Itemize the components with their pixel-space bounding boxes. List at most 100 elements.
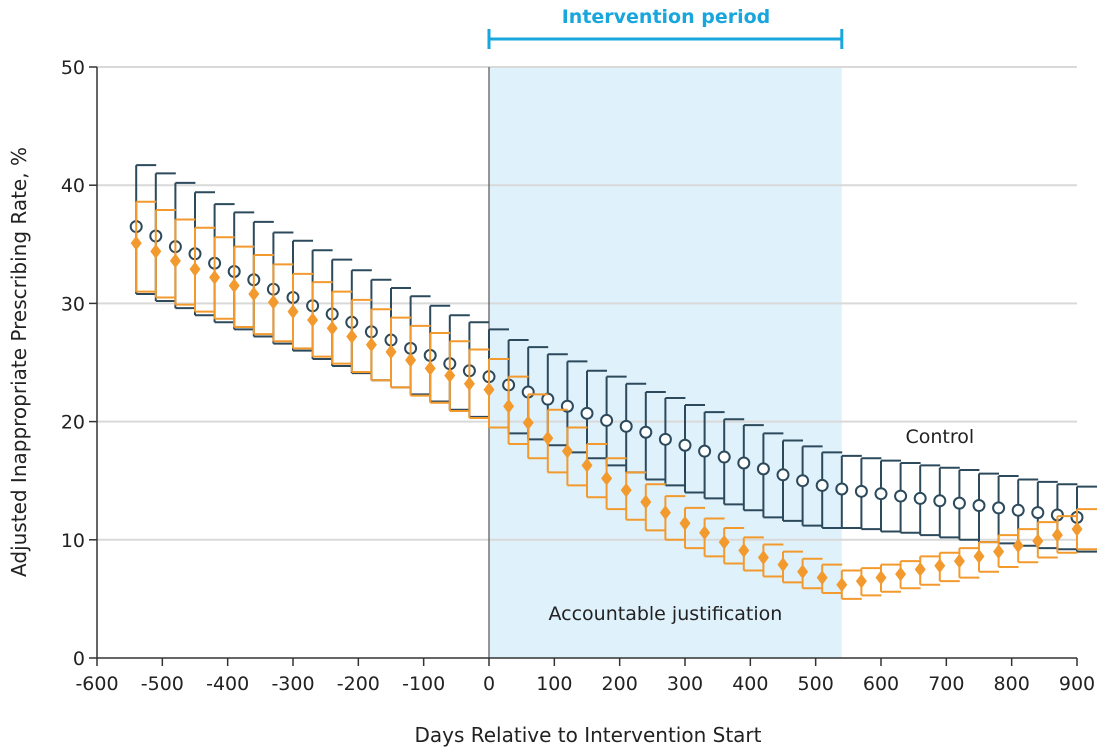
intervention-point (365, 337, 377, 353)
control-point (972, 499, 986, 513)
intervention-point (914, 562, 926, 577)
y-tick-label-10: 10 (61, 530, 85, 552)
control-point (698, 444, 712, 458)
control-point (913, 491, 927, 505)
x-tick-label-100: 100 (536, 673, 572, 695)
x-tick-label--600: -600 (75, 673, 118, 695)
x-tick-label-600: 600 (863, 673, 899, 695)
x-tick-label-700: 700 (928, 673, 964, 695)
control-point (874, 487, 888, 501)
intervention-point (169, 253, 181, 269)
intervention-point (581, 458, 593, 473)
control-point (717, 450, 731, 464)
control-point (1011, 503, 1025, 517)
y-tick-label-20: 20 (61, 412, 85, 434)
y-tick-label-40: 40 (61, 175, 85, 197)
intervention-point (1012, 538, 1024, 554)
intervention-point (130, 235, 142, 251)
control-point (737, 456, 751, 470)
y-tick-label-30: 30 (61, 293, 85, 315)
intervention-point (934, 558, 946, 574)
intervention-point (797, 564, 809, 580)
intervention-point (601, 471, 613, 486)
x-axis-title: Days Relative to Intervention Start (414, 723, 761, 747)
intervention-point (1051, 527, 1063, 543)
intervention-point (738, 543, 750, 558)
intervention-point (895, 566, 907, 582)
control-point (776, 468, 790, 482)
intervention-point (444, 368, 456, 383)
tick-labels: 0 10 20 30 40 50 -600 -500 -400 -300 -200 -100 0 100 2… (61, 57, 1095, 695)
intervention-point (816, 570, 828, 585)
intervention-point (248, 286, 260, 302)
intervention-point (1071, 521, 1083, 537)
intervention-point (875, 570, 887, 585)
intervention-point (405, 352, 417, 368)
x-tick-label--500: -500 (141, 673, 184, 695)
intervention-point (620, 482, 632, 498)
control-point (678, 438, 692, 452)
control-point (815, 478, 829, 492)
period-label: Intervention period (562, 6, 771, 28)
control-point (835, 482, 849, 496)
intervention-point (777, 557, 789, 572)
control-point (894, 489, 908, 503)
intervention-point (150, 244, 162, 259)
x-tick-label-300: 300 (667, 673, 703, 695)
intervention-point (424, 361, 436, 376)
control-point (992, 501, 1006, 515)
y-axis-title: Adjusted Inappropriate Prescribing Rate,… (7, 147, 31, 577)
intervention-point (463, 376, 475, 392)
intervention-point (561, 443, 573, 459)
intervention-point (699, 525, 711, 541)
intervention-point (189, 261, 201, 277)
intervention-point (679, 515, 691, 531)
x-tick-label-400: 400 (732, 673, 768, 695)
x-tick-label-0: 0 (483, 673, 495, 695)
control-point (639, 425, 653, 439)
intervention-point (757, 550, 769, 565)
y-tick-label-50: 50 (61, 57, 85, 79)
control-point (854, 484, 868, 498)
intervention-period-bracket (487, 29, 844, 49)
control-point (933, 494, 947, 508)
intervention-point (836, 577, 848, 593)
annotation-accountable-justification: Accountable justification (548, 603, 782, 625)
x-tick-label--300: -300 (271, 673, 314, 695)
intervention-point (483, 382, 495, 398)
x-tick-label-900: 900 (1059, 673, 1095, 695)
x-tick-label--100: -100 (402, 673, 445, 695)
control-point (619, 419, 633, 433)
annotation-control: Control (905, 426, 974, 448)
intervention-point (993, 544, 1005, 559)
x-tick-label-800: 800 (994, 673, 1030, 695)
intervention-point (307, 312, 319, 328)
intervention-point (326, 320, 338, 336)
control-point (1031, 506, 1045, 520)
plot-background (489, 67, 842, 658)
control-point (600, 413, 614, 427)
intervention-point (542, 430, 554, 446)
x-tick-label--400: -400 (206, 673, 249, 695)
intervention-point (659, 505, 671, 520)
intervention-point (228, 278, 240, 294)
control-point (756, 462, 770, 476)
intervention-point (522, 415, 534, 431)
control-point (952, 496, 966, 510)
intervention-point (953, 553, 965, 569)
x-tick-label-500: 500 (798, 673, 834, 695)
intervention-point (1032, 533, 1044, 549)
intervention-point (287, 304, 299, 320)
y-tick-label-0: 0 (73, 648, 85, 670)
intervention-point (503, 398, 515, 414)
intervention-point (973, 549, 985, 564)
intervention-series (130, 200, 1097, 600)
intervention-point (346, 329, 358, 344)
intervention-point (640, 494, 652, 510)
intervention-point (385, 344, 397, 360)
intervention-point (209, 270, 221, 285)
control-point (658, 432, 672, 446)
control-point (580, 406, 594, 420)
axes (89, 66, 1078, 666)
